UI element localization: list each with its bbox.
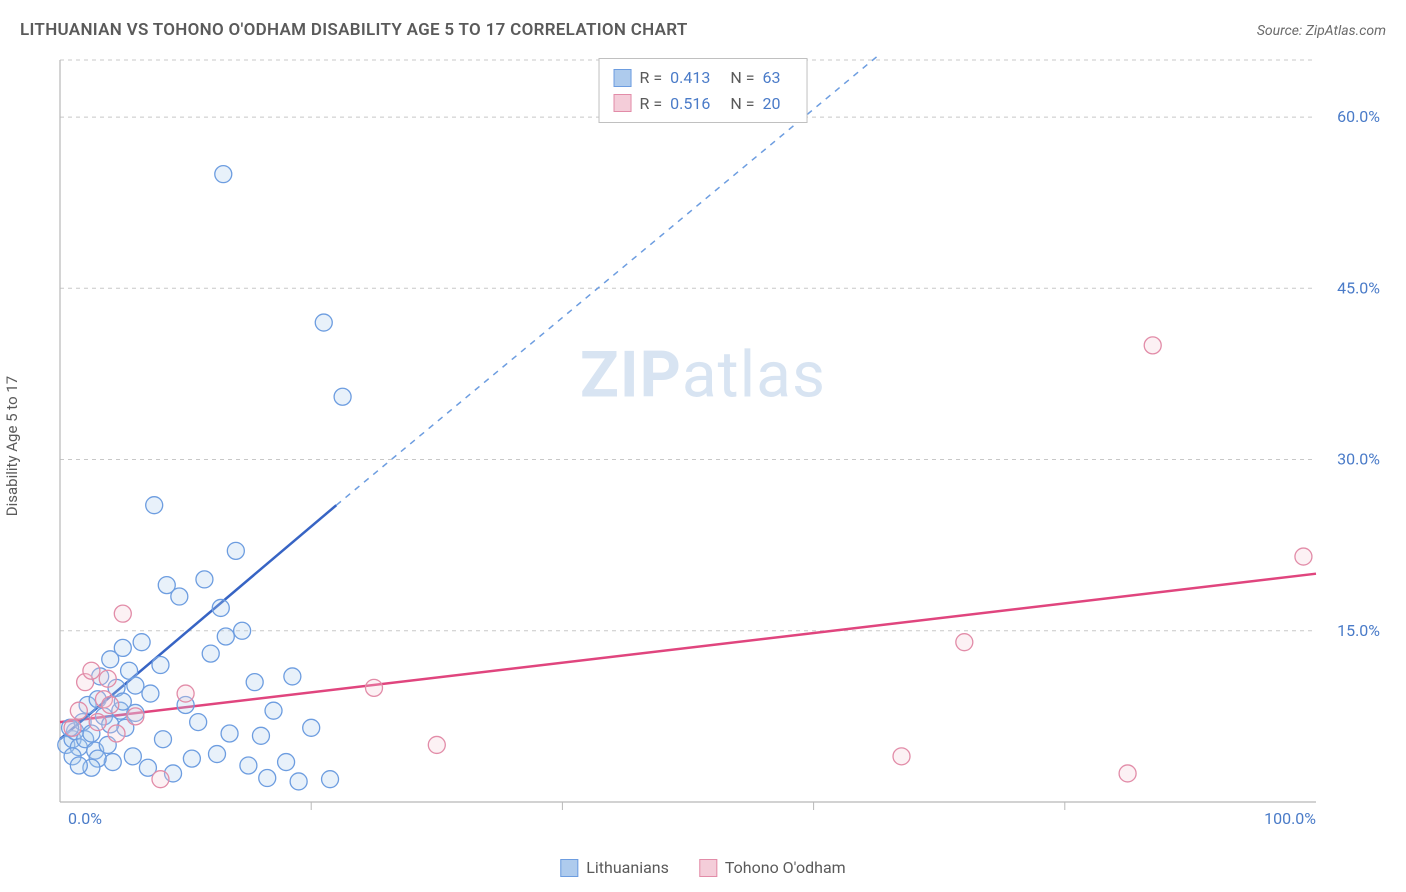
scatter-plot-svg: 15.0% 30.0% 45.0% 60.0% 0.0% 100.0% [50, 55, 1386, 832]
chart-area: 15.0% 30.0% 45.0% 60.0% 0.0% 100.0% [50, 55, 1386, 832]
stats-row-series2: R = 0.516 N = 20 [614, 91, 793, 117]
stat-r-label-2: R = [640, 91, 663, 117]
swatch-series2 [614, 94, 632, 112]
legend-item-series1: Lithuanians [560, 858, 669, 877]
stats-row-series1: R = 0.413 N = 63 [614, 65, 793, 91]
legend-label-1: Lithuanians [586, 858, 669, 877]
stats-legend-box: R = 0.413 N = 63 R = 0.516 N = 20 [599, 58, 808, 123]
stat-r-value-2: 0.516 [670, 91, 710, 117]
stat-r-label: R = [640, 65, 663, 91]
chart-title: LITHUANIAN VS TOHONO O'ODHAM DISABILITY … [20, 20, 688, 40]
swatch-series1 [614, 69, 632, 87]
stat-n-value-1: 63 [762, 65, 780, 91]
svg-text:45.0%: 45.0% [1337, 278, 1380, 297]
legend-bottom: Lithuanians Tohono O'odham [560, 858, 845, 877]
stat-n-label: N = [730, 65, 754, 91]
stat-n-label-2: N = [730, 91, 754, 117]
svg-text:100.0%: 100.0% [1264, 809, 1316, 828]
source-attribution: Source: ZipAtlas.com [1257, 23, 1386, 39]
legend-swatch-2 [699, 859, 717, 877]
y-axis-label: Disability Age 5 to 17 [3, 376, 21, 516]
stat-r-value-1: 0.413 [670, 65, 710, 91]
legend-swatch-1 [560, 859, 578, 877]
svg-text:0.0%: 0.0% [68, 809, 102, 828]
stat-n-value-2: 20 [762, 91, 780, 117]
svg-text:30.0%: 30.0% [1337, 450, 1380, 469]
svg-text:15.0%: 15.0% [1337, 621, 1380, 640]
legend-item-series2: Tohono O'odham [699, 858, 846, 877]
legend-label-2: Tohono O'odham [725, 858, 846, 877]
svg-text:60.0%: 60.0% [1337, 107, 1380, 126]
